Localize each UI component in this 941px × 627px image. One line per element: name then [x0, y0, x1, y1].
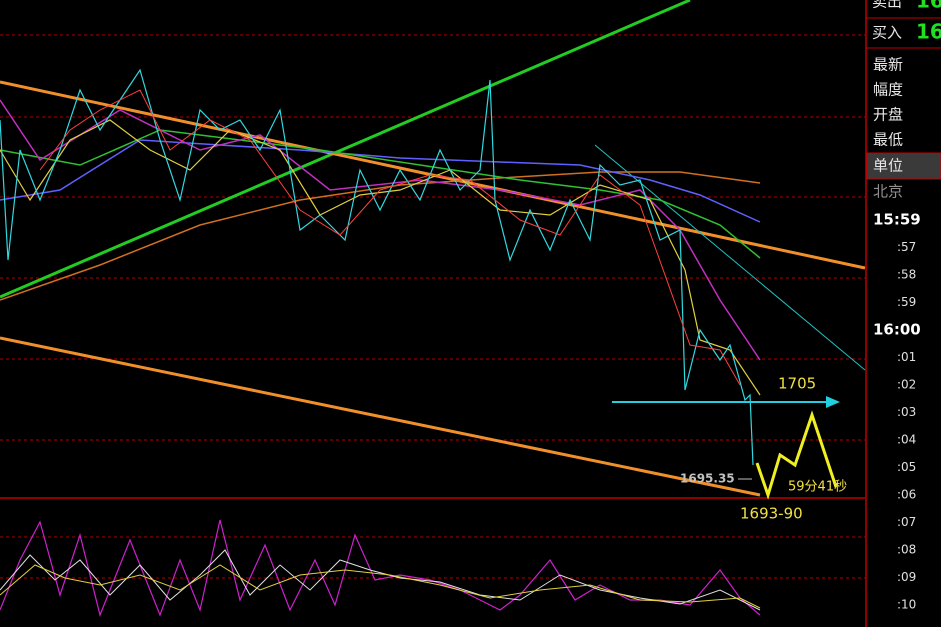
- row-label: 最新: [873, 56, 903, 74]
- low-marker: 1695.35: [680, 472, 735, 486]
- timer-label: 59分41秒: [788, 480, 847, 495]
- price-line-down: [39, 89, 741, 386]
- time-label: 15:59: [873, 211, 921, 229]
- support-label: 1693-90: [740, 505, 803, 523]
- ma-line: [0, 139, 761, 223]
- ma-line: [0, 171, 761, 301]
- sell-value: 16: [916, 0, 941, 13]
- time-label: :09: [897, 570, 916, 584]
- projection-path: [755, 410, 838, 500]
- time-label: 16:00: [873, 321, 921, 339]
- oscillator-line: [0, 549, 761, 611]
- zone-label: 北京: [873, 183, 903, 201]
- grid: [0, 34, 865, 579]
- trend-line-lower: [0, 336, 761, 497]
- time-label: :59: [897, 295, 916, 309]
- time-label: :01: [897, 350, 916, 364]
- row-label: 幅度: [873, 81, 903, 99]
- oscillator-line: [0, 519, 761, 617]
- buy-value: 16: [916, 20, 941, 44]
- row-label: 单位: [873, 157, 903, 175]
- time-label: :07: [897, 515, 916, 529]
- time-label: :57: [897, 240, 916, 254]
- time-label: :58: [897, 268, 916, 282]
- time-label: :03: [897, 405, 916, 419]
- time-label: :08: [897, 543, 916, 557]
- ma-line: [0, 129, 761, 259]
- time-list: 15:59 :57 :58 :59 16:00 :01 :02 :03 :04 :05 :06 :07…: [873, 211, 921, 612]
- time-label: :10: [897, 598, 916, 612]
- time-label: :04: [897, 433, 916, 447]
- target-arrow: [826, 396, 840, 408]
- time-label: :06: [897, 488, 916, 502]
- trend-line-green: [0, 0, 691, 299]
- price-line: [0, 68, 754, 466]
- oscillator-line: [0, 564, 761, 609]
- buy-label: 买入: [872, 24, 902, 42]
- row-label: 开盘: [873, 106, 903, 124]
- trend-line-cyan: [594, 144, 866, 371]
- target-label: 1705: [778, 375, 816, 393]
- row-highlight: [866, 152, 941, 180]
- ma-line: [0, 119, 761, 396]
- row-label: 最低: [873, 131, 903, 149]
- time-label: :05: [897, 460, 916, 474]
- sell-label: 卖出: [872, 0, 902, 11]
- time-label: :02: [897, 378, 916, 392]
